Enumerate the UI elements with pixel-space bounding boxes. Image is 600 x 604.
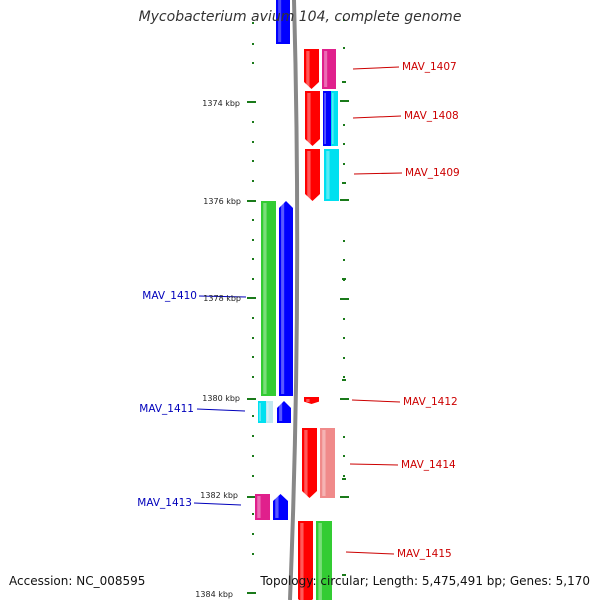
leader-line-forward xyxy=(351,399,401,403)
gene-mav-1410-b-shine xyxy=(281,203,285,394)
genome-title: Mycobacterium avium 104, complete genome xyxy=(138,9,462,25)
leader-line-reverse xyxy=(196,408,246,412)
gene-mav-1414-b-shine xyxy=(322,430,326,496)
gene-mav-1411-a-body xyxy=(258,401,266,423)
gene-labels: MAV_1407 MAV_1408 MAV_1409 MAV_1412 MAV_… xyxy=(137,61,459,560)
gene-mav-1409-b[interactable] xyxy=(324,149,339,201)
gene-mav-1413-b-body xyxy=(273,494,288,520)
kbp-label-1378: 1378 kbp xyxy=(203,294,241,303)
kbp-label-1380: 1380 kbp xyxy=(202,394,240,403)
leader-line-forward xyxy=(352,66,400,70)
gene-mav-1411-c-body xyxy=(277,401,291,423)
gene-mav-1411-a[interactable] xyxy=(258,401,266,423)
accession-text: Accession: NC_008595 xyxy=(9,574,146,588)
gene-mav-1410-b-body xyxy=(279,201,293,396)
gene-mav-1412-body xyxy=(304,397,319,404)
gene-mav-1414-a[interactable] xyxy=(302,428,317,498)
gene-label-mav-1408[interactable]: MAV_1408 xyxy=(404,110,459,122)
gene-mav-1413-a[interactable] xyxy=(255,494,270,520)
gene-mav-1410-a-body xyxy=(261,201,276,396)
gene-mav-1410-b[interactable] xyxy=(279,201,293,396)
gene-mav-1408-b-shine xyxy=(324,93,326,144)
genome-backbone xyxy=(288,0,300,601)
gene-label-mav-1407[interactable]: MAV_1407 xyxy=(402,61,457,73)
gene-label-mav-1409[interactable]: MAV_1409 xyxy=(405,167,460,179)
gene-mav-1409-a-shine xyxy=(307,151,311,199)
gene-features xyxy=(255,0,339,604)
gene-mav-1407-a-shine xyxy=(306,51,310,87)
gene-mav-1411-b-body xyxy=(266,401,273,423)
gene-label-mav-1411[interactable]: MAV_1411 xyxy=(139,403,194,415)
gene-mav-1414-b[interactable] xyxy=(320,428,335,498)
gene-mav-1415-a[interactable] xyxy=(298,521,313,604)
gene-mav-1407-b[interactable] xyxy=(322,49,336,89)
gene-mav-1414-a-body xyxy=(302,428,317,498)
gene-top-partial-shine xyxy=(278,0,282,42)
leader-line-forward xyxy=(349,463,399,466)
gene-mav-1412-shine xyxy=(306,399,310,402)
gene-mav-1409-a-body xyxy=(305,149,320,201)
gene-mav-1411-b[interactable] xyxy=(266,401,273,423)
gene-mav-1407-b-body xyxy=(322,49,336,89)
gene-top-partial[interactable] xyxy=(276,0,290,44)
gene-mav-1408-c[interactable] xyxy=(331,91,338,146)
gene-mav-1413-b-shine xyxy=(275,496,279,518)
gene-mav-1408-b-body xyxy=(323,91,331,146)
backbone-curve xyxy=(288,0,300,601)
gene-label-mav-1415[interactable]: MAV_1415 xyxy=(397,548,452,560)
kbp-label-1376: 1376 kbp xyxy=(203,197,241,206)
kbp-label-1374: 1374 kbp xyxy=(202,99,240,108)
gene-mav-1408-b[interactable] xyxy=(323,91,331,146)
kbp-label-1384: 1384 kbp xyxy=(195,590,233,599)
gene-mav-1411-a-shine xyxy=(259,403,261,421)
gene-mav-1411-c-shine xyxy=(279,403,283,421)
leader-line-reverse xyxy=(198,295,247,298)
gene-label-mav-1413[interactable]: MAV_1413 xyxy=(137,497,192,509)
gene-label-mav-1410[interactable]: MAV_1410 xyxy=(142,290,197,302)
gene-mav-1409-a[interactable] xyxy=(305,149,320,201)
topology-text: Topology: circular; Length: 5,475,491 bp… xyxy=(260,574,590,588)
gene-mav-1410-a-shine xyxy=(263,203,267,394)
gene-mav-1414-b-body xyxy=(320,428,335,498)
gene-mav-1407-a[interactable] xyxy=(304,49,319,89)
gene-label-mav-1412[interactable]: MAV_1412 xyxy=(403,396,458,408)
gene-mav-1415-a-body xyxy=(298,521,313,604)
gene-mav-1414-a-shine xyxy=(304,430,308,496)
gene-mav-1413-b[interactable] xyxy=(273,494,288,520)
kbp-label-1382: 1382 kbp xyxy=(200,491,238,500)
gene-mav-1407-b-shine xyxy=(324,51,328,87)
gene-mav-1411-b-shine xyxy=(267,403,269,421)
gene-mav-1408-a-shine xyxy=(307,93,311,144)
leader-line-reverse xyxy=(193,502,242,506)
gene-mav-1413-a-shine xyxy=(257,496,261,518)
gene-mav-1408-a[interactable] xyxy=(305,91,320,146)
gene-mav-1413-a-body xyxy=(255,494,270,520)
gene-mav-1408-c-shine xyxy=(332,93,334,144)
gene-mav-1415-b-shine xyxy=(318,523,322,604)
gene-mav-1408-c-body xyxy=(331,91,338,146)
gene-mav-1409-b-shine xyxy=(326,151,330,199)
gene-top-partial-body xyxy=(276,0,290,44)
leader-line-forward xyxy=(345,551,395,555)
gene-mav-1415-a-shine xyxy=(300,523,304,604)
label-leader-lines xyxy=(193,66,403,555)
gene-mav-1407-a-body xyxy=(304,49,319,89)
gene-mav-1415-b-body xyxy=(316,521,332,604)
gene-label-mav-1414[interactable]: MAV_1414 xyxy=(401,459,456,471)
tick-marks xyxy=(247,19,349,594)
gene-mav-1409-b-body xyxy=(324,149,339,201)
gene-mav-1412[interactable] xyxy=(304,397,319,404)
gene-mav-1415-b[interactable] xyxy=(316,521,332,604)
leader-line-forward xyxy=(352,115,402,119)
kbp-labels: 1374 kbp 1376 kbp 1378 kbp 1380 kbp 1382… xyxy=(195,99,241,599)
gene-mav-1410-a[interactable] xyxy=(261,201,276,396)
gene-mav-1408-a-body xyxy=(305,91,320,146)
leader-line-forward xyxy=(353,172,403,175)
gene-mav-1411-c[interactable] xyxy=(277,401,291,423)
